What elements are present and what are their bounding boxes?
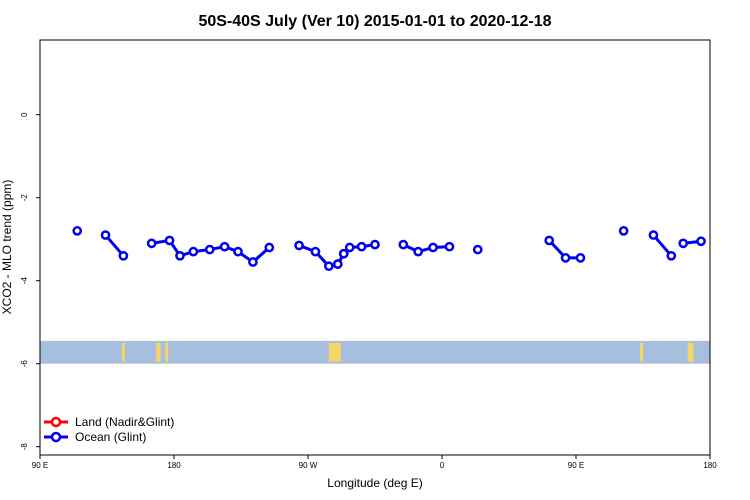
y-tick-label: -6 xyxy=(20,360,29,368)
data-point xyxy=(618,226,629,236)
y-tick-label: -4 xyxy=(20,277,29,285)
series-ocean xyxy=(72,226,706,272)
data-point xyxy=(310,246,321,257)
data-point xyxy=(188,246,199,257)
data-point xyxy=(544,235,555,246)
x-axis: 90 E 180 90 W 0 90 E 180 xyxy=(32,455,717,470)
y-axis-label: XCO2 - MLO trend (ppm) xyxy=(0,180,14,315)
x-tick-label: 180 xyxy=(703,461,717,470)
data-point xyxy=(164,235,175,246)
land-patch xyxy=(156,342,161,362)
land-patch xyxy=(121,342,125,362)
legend: Land (Nadir&Glint) Ocean (Glint) xyxy=(44,415,174,444)
data-point xyxy=(72,226,83,236)
x-tick-label: 90 E xyxy=(32,461,48,470)
data-point xyxy=(356,241,367,252)
land-patch xyxy=(687,342,694,362)
data-point xyxy=(428,242,438,253)
x-axis-label: Longitude (deg E) xyxy=(327,476,422,490)
data-point xyxy=(472,244,483,255)
data-point xyxy=(398,239,409,250)
y-tick-label: -2 xyxy=(20,194,29,202)
land-patch xyxy=(165,342,169,362)
legend-label-ocean: Ocean (Glint) xyxy=(75,430,146,444)
data-point xyxy=(248,257,258,267)
data-point xyxy=(146,238,157,249)
data-point xyxy=(264,242,275,253)
series-line xyxy=(402,243,450,254)
data-point xyxy=(100,230,111,240)
y-tick-label: 0 xyxy=(20,112,29,117)
data-point xyxy=(696,236,706,247)
data-point xyxy=(370,239,380,250)
land-sea-map-strip xyxy=(40,340,710,364)
data-point xyxy=(575,253,586,263)
data-point xyxy=(175,250,185,261)
data-point xyxy=(444,241,455,252)
legend-entry-ocean: Ocean (Glint) xyxy=(44,430,146,444)
data-point xyxy=(219,241,230,252)
ocean-band xyxy=(40,340,710,364)
data-point xyxy=(338,248,349,259)
legend-entry-land: Land (Nadir&Glint) xyxy=(44,415,174,429)
y-tick-label: -8 xyxy=(20,443,29,451)
data-point xyxy=(413,246,424,257)
x-tick-label: 180 xyxy=(167,461,181,470)
data-point xyxy=(118,250,129,261)
data-point xyxy=(332,259,343,269)
data-point xyxy=(233,246,243,257)
data-point xyxy=(204,244,215,255)
x-tick-label: 90 W xyxy=(299,461,318,470)
data-point xyxy=(648,230,659,240)
plot-frame xyxy=(39,39,711,456)
data-point xyxy=(344,242,355,253)
series-layer xyxy=(72,226,706,272)
chart-title: 50S-40S July (Ver 10) 2015-01-01 to 2020… xyxy=(198,13,551,30)
x-tick-label: 90 E xyxy=(568,461,584,470)
land-patch xyxy=(328,342,341,362)
land-patch xyxy=(640,342,643,362)
data-point xyxy=(294,240,304,251)
data-point xyxy=(560,253,571,263)
data-point xyxy=(323,261,334,272)
data-point xyxy=(666,250,677,261)
data-point xyxy=(678,238,689,249)
y-axis: 0 -2 -4 -6 -8 xyxy=(20,112,40,450)
legend-label-land: Land (Nadir&Glint) xyxy=(75,415,174,429)
x-tick-label: 0 xyxy=(440,461,445,470)
